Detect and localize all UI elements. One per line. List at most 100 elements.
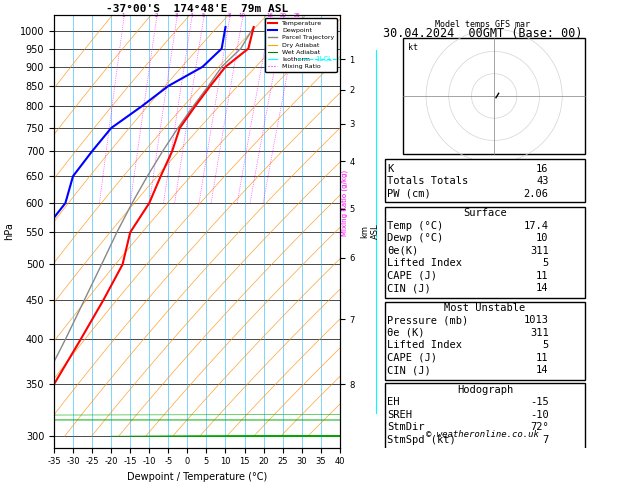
Temperature [221,64,229,69]
Dewpoint [199,64,206,69]
Parcel Trajectory [204,83,212,89]
Text: K: K [387,164,393,174]
Dewpoint [218,46,225,52]
Parcel Trajectory [237,46,245,52]
Text: SREH: SREH [387,410,412,419]
Line: Temperature: Temperature [35,27,253,436]
Dewpoint [62,200,69,206]
Bar [403,38,585,154]
Text: Lifted Index: Lifted Index [387,340,462,350]
Text: Dewp (°C): Dewp (°C) [387,233,443,243]
Temperature [191,104,199,109]
Dewpoint [69,174,77,179]
Parcel Trajectory [16,433,23,439]
Y-axis label: km
ASL: km ASL [360,224,380,239]
Parcel Trajectory [81,297,88,303]
Dewpoint [31,261,38,267]
Temperature [145,200,153,206]
Text: 5: 5 [201,13,205,18]
Y-axis label: hPa: hPa [4,222,14,240]
Text: θe (K): θe (K) [387,328,425,338]
Text: -10: -10 [530,410,548,419]
Temperature [245,46,252,52]
Temperature [126,229,134,235]
Bar [385,159,585,202]
Temperature [31,433,38,439]
Parcel Trajectory [143,174,151,179]
Temperature [77,336,84,342]
Text: Pressure (mb): Pressure (mb) [387,315,468,325]
Text: StmDir: StmDir [387,422,425,432]
Text: 14: 14 [536,365,548,375]
Text: Model temps GFS mar: Model temps GFS mar [435,20,530,29]
Text: PW (cm): PW (cm) [387,189,431,199]
Temperature [119,261,126,267]
Text: 72°: 72° [530,422,548,432]
Text: 311: 311 [530,246,548,256]
Text: 1013: 1013 [523,315,548,325]
Dewpoint [88,148,96,154]
Parcel Trajectory [62,336,69,342]
Temperature [169,148,176,154]
Text: 1: 1 [121,13,125,18]
Text: 14: 14 [536,283,548,293]
Temperature [50,382,58,387]
Text: 43: 43 [536,176,548,187]
Text: Mixing Ratio (g/kg): Mixing Ratio (g/kg) [342,170,348,236]
Text: -15: -15 [530,397,548,407]
Text: 16: 16 [266,13,274,18]
Temperature [176,125,184,131]
Text: 10: 10 [238,13,245,18]
Text: 11: 11 [536,353,548,363]
Text: 4: 4 [189,13,193,18]
Bar [385,302,585,380]
Dewpoint [138,104,145,109]
Parcel Trajectory [98,261,106,267]
Text: 5: 5 [542,340,548,350]
Parcel Trajectory [218,64,225,69]
Text: 3: 3 [175,13,178,18]
Text: CIN (J): CIN (J) [387,365,431,375]
Temperature [100,297,108,303]
Text: Temp (°C): Temp (°C) [387,221,443,231]
Parcel Trajectory [174,125,182,131]
Text: © weatheronline.co.uk: © weatheronline.co.uk [426,430,539,439]
Dewpoint [165,83,172,89]
Line: Parcel Trajectory: Parcel Trajectory [19,27,253,436]
Text: kt: kt [408,43,418,52]
Legend: Temperature, Dewpoint, Parcel Trajectory, Dry Adiabat, Wet Adiabat, Isotherm, Mi: Temperature, Dewpoint, Parcel Trajectory… [265,18,337,72]
Text: 5: 5 [542,258,548,268]
Text: 2.06: 2.06 [523,189,548,199]
Text: EH: EH [387,397,399,407]
Text: 7: 7 [542,434,548,445]
Text: CAPE (J): CAPE (J) [387,271,437,281]
Title: -37°00'S  174°48'E  79m ASL: -37°00'S 174°48'E 79m ASL [106,4,288,14]
Parcel Trajectory [39,382,47,387]
Text: Surface: Surface [463,208,507,218]
Temperature [206,83,214,89]
Text: 1LCL: 1LCL [315,56,332,62]
Text: 2: 2 [154,13,158,18]
Temperature [250,24,257,30]
Dewpoint [221,24,229,30]
Parcel Trajectory [128,200,136,206]
Text: 25: 25 [294,13,301,18]
Text: 17.4: 17.4 [523,221,548,231]
Text: 30.04.2024  00GMT (Base: 00): 30.04.2024 00GMT (Base: 00) [382,27,582,40]
Text: Lifted Index: Lifted Index [387,258,462,268]
Text: CIN (J): CIN (J) [387,283,431,293]
Text: Totals Totals: Totals Totals [387,176,468,187]
Text: 11: 11 [536,271,548,281]
Dewpoint [108,125,115,131]
Text: 20: 20 [280,13,287,18]
Text: 311: 311 [530,328,548,338]
Temperature [157,174,164,179]
Bar [385,207,585,298]
Text: θe(K): θe(K) [387,246,418,256]
Text: Hodograph: Hodograph [457,385,513,395]
Bar [385,383,585,450]
Text: 16: 16 [536,164,548,174]
Parcel Trajectory [159,148,166,154]
Text: 8: 8 [227,13,231,18]
Text: CAPE (J): CAPE (J) [387,353,437,363]
